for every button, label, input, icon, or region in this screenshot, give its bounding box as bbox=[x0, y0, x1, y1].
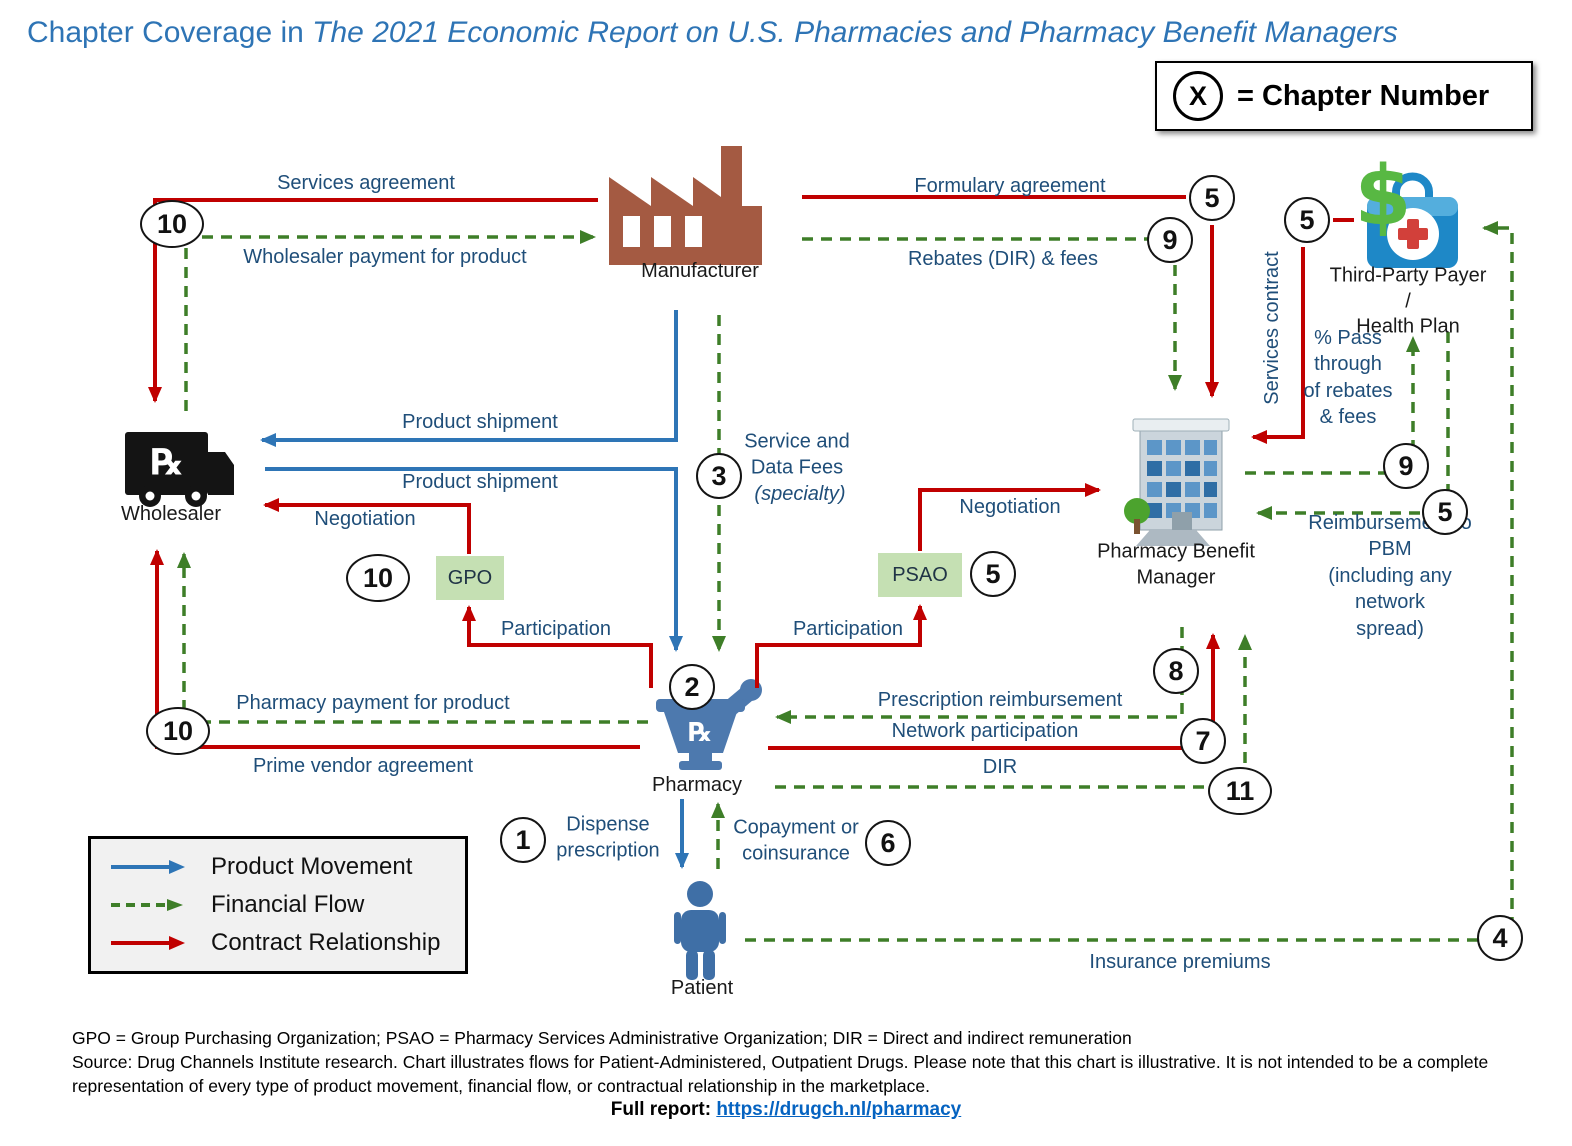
chapter-key-label: = Chapter Number bbox=[1237, 79, 1490, 112]
chapter-5-formulary: 5 bbox=[1189, 175, 1235, 221]
patient-label: Patient bbox=[670, 977, 734, 1000]
legend-financial-flow-label: Financial Flow bbox=[211, 891, 365, 918]
insurance-premiums-label: Insurance premiums bbox=[1089, 950, 1271, 973]
chapter-1-dispense: 1 bbox=[500, 817, 546, 863]
chapter-key-circle: X bbox=[1173, 71, 1223, 121]
legend-contract-relationship: Contract Relationship bbox=[109, 929, 447, 957]
rebates-fees-line bbox=[802, 237, 1182, 391]
pharmacy-label: Pharmacy bbox=[651, 774, 743, 797]
dir-label: DIR bbox=[982, 755, 1018, 778]
chapter-8-rx-reimbursement: 8 bbox=[1153, 648, 1199, 694]
network-participation-label: Network participation bbox=[891, 719, 1079, 742]
chapter-2-pharmacy: 2 bbox=[669, 664, 715, 710]
dir-line bbox=[775, 634, 1252, 789]
financial-flow-arrow-icon bbox=[111, 899, 183, 911]
chapter-5-psao: 5 bbox=[970, 551, 1016, 597]
product-shipment-wholesaler-pharmacy-line bbox=[265, 467, 683, 652]
title-prefix: Chapter Coverage in bbox=[27, 16, 313, 49]
chapter-9-pass-through: 9 bbox=[1383, 443, 1429, 489]
full-report-line: Full report: https://drugch.nl/pharmacy bbox=[0, 1099, 1572, 1121]
product-shipment-mfr-wholesaler-line bbox=[260, 310, 678, 447]
contract-relationship-arrow-icon bbox=[111, 936, 185, 950]
chapter-9-rebates: 9 bbox=[1147, 217, 1193, 263]
chapter-10-gpo: 10 bbox=[346, 554, 410, 602]
chapter-11-dir: 11 bbox=[1208, 767, 1272, 815]
legend-box: Product Movement Financial Flow Contract… bbox=[88, 836, 468, 974]
chapter-5-services-contract: 5 bbox=[1284, 197, 1330, 243]
gpo-box: GPO bbox=[436, 556, 504, 600]
pharmacy-rx-glyph: ℞ bbox=[688, 718, 712, 748]
psao-box: PSAO bbox=[878, 553, 962, 597]
dollar-icon: $ bbox=[1354, 149, 1412, 244]
chapter-3-service-fees: 3 bbox=[696, 453, 742, 499]
participation-psao-line bbox=[755, 604, 927, 688]
prescription-reimbursement-label: Prescription reimbursement bbox=[877, 688, 1123, 711]
chapter-10-prime-vendor: 10 bbox=[146, 707, 210, 755]
manufacturer-icon bbox=[609, 146, 762, 265]
footnote-abbreviations: GPO = Group Purchasing Organization; PSA… bbox=[72, 1028, 1132, 1048]
product-shipment-top-label: Product shipment bbox=[402, 410, 558, 433]
legend-contract-relationship-label: Contract Relationship bbox=[211, 929, 441, 956]
pass-through-line bbox=[1245, 336, 1420, 475]
prime-vendor-label: Prime vendor agreement bbox=[252, 754, 474, 777]
wholesaler-payment-label: Wholesaler payment for product bbox=[243, 245, 527, 268]
legend-financial-flow: Financial Flow bbox=[109, 891, 447, 919]
dispense-prescription-label: Dispense prescription bbox=[556, 813, 660, 862]
negotiation-psao-line bbox=[918, 483, 1101, 551]
wholesaler-rx-glyph: ℞ bbox=[150, 442, 184, 484]
chapter-6-copayment: 6 bbox=[865, 820, 911, 866]
patient-icon bbox=[674, 881, 726, 980]
legend-product-movement-label: Product Movement bbox=[211, 853, 413, 880]
chapter-10-services-agreement: 10 bbox=[140, 200, 204, 248]
pbm-building-icon bbox=[1124, 418, 1230, 546]
payer-label: Third-Party Payer / Health Plan bbox=[1329, 264, 1487, 338]
wholesaler-label: Wholesaler bbox=[120, 503, 222, 526]
chapter-7-network: 7 bbox=[1180, 718, 1226, 764]
participation-gpo-label: Participation bbox=[500, 617, 612, 640]
manufacturer-label: Manufacturer bbox=[641, 260, 759, 283]
services-agreement-label: Services agreement bbox=[277, 171, 455, 194]
negotiation-psao-label: Negotiation bbox=[959, 495, 1061, 518]
chapter-4-premiums: 4 bbox=[1477, 915, 1523, 961]
negotiation-gpo-line bbox=[263, 498, 471, 554]
services-contract-line bbox=[1251, 247, 1305, 444]
footnote-source-2: representation of every type of product … bbox=[72, 1076, 930, 1096]
service-data-fees-note: (specialty) bbox=[754, 482, 846, 505]
rebates-fees-label: Rebates (DIR) & fees bbox=[907, 247, 1099, 270]
legend-product-movement: Product Movement bbox=[109, 853, 447, 881]
participation-gpo-line bbox=[462, 605, 653, 688]
pass-through-label: % Pass through of rebates & fees bbox=[1303, 327, 1393, 429]
chapter-number-key: X = Chapter Number bbox=[1155, 61, 1533, 131]
pbm-label: Pharmacy Benefit Manager bbox=[1097, 540, 1255, 588]
insurance-premiums-line bbox=[745, 221, 1514, 942]
services-agreement-line bbox=[148, 198, 598, 403]
negotiation-gpo-label: Negotiation bbox=[314, 507, 416, 530]
product-movement-arrow-icon bbox=[111, 860, 185, 874]
copayment-label: Copayment or coinsurance bbox=[733, 816, 859, 865]
pharmacy-payment-label: Pharmacy payment for product bbox=[236, 691, 510, 714]
services-contract-label: Services contract bbox=[1260, 251, 1283, 405]
page-title: Chapter Coverage in The 2021 Economic Re… bbox=[27, 16, 1398, 50]
footnote-source-1: Source: Drug Channels Institute research… bbox=[72, 1052, 1489, 1072]
participation-psao-label: Participation bbox=[792, 617, 904, 640]
title-report-name: The 2021 Economic Report on U.S. Pharmac… bbox=[312, 16, 1398, 49]
wholesaler-truck-icon bbox=[125, 432, 234, 507]
product-shipment-bottom-label: Product shipment bbox=[402, 470, 558, 493]
full-report-link[interactable]: https://drugch.nl/pharmacy bbox=[716, 1099, 962, 1120]
service-data-fees-label: Service and Data Fees bbox=[744, 430, 850, 479]
full-report-label: Full report: bbox=[610, 1099, 717, 1120]
payer-medical-bag-icon bbox=[1367, 172, 1458, 268]
pharmacy-mortar-icon bbox=[656, 679, 762, 770]
chapter-5-reimbursement: 5 bbox=[1422, 489, 1468, 535]
formulary-agreement-label: Formulary agreement bbox=[914, 174, 1106, 197]
